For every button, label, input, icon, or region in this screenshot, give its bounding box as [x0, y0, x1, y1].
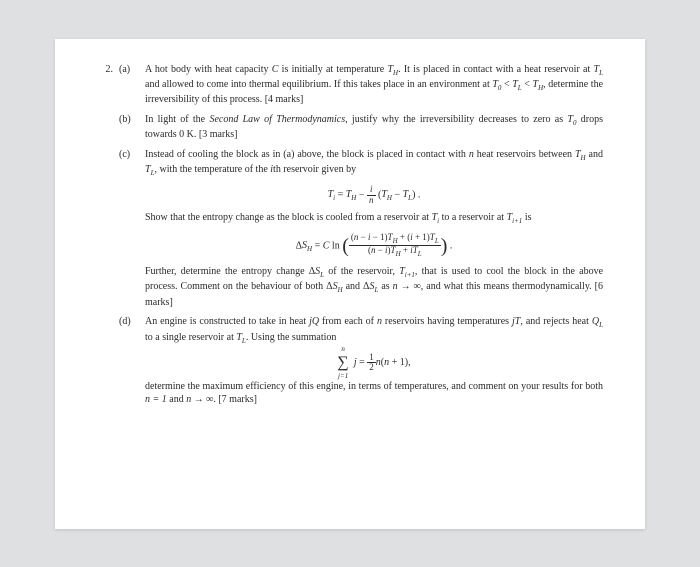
text: to a reservoir at	[439, 212, 506, 223]
equation-sum: ∑nj=1 j = 12n(n + 1),	[145, 352, 603, 374]
text: . It is placed in contact with a heat re…	[398, 64, 593, 75]
var-TH: TH	[387, 64, 398, 75]
case-ninf: n → ∞	[186, 394, 213, 405]
problem-2: 2. (a) A hot body with heat capacity C i…	[97, 63, 603, 413]
text: A hot body with heat capacity	[145, 64, 272, 75]
part-a: (a) A hot body with heat capacity C is i…	[119, 63, 603, 107]
text: and allowed to come into thermal equilib…	[145, 79, 492, 90]
text: An engine is constructed to take in heat	[145, 316, 309, 327]
text: determine the maximum efficiency of this…	[145, 381, 603, 392]
part-b: (b) In light of the Second Law of Thermo…	[119, 113, 603, 142]
text: heat reservoirs between	[474, 149, 575, 160]
part-d: (d) An engine is constructed to take in …	[119, 315, 603, 406]
limit: n → ∞	[393, 281, 421, 292]
page: 2. (a) A hot body with heat capacity C i…	[55, 39, 645, 529]
text: , and rejects heat	[520, 316, 591, 327]
var-TL: TL	[594, 64, 603, 75]
problem-number: 2.	[97, 63, 113, 413]
text: is initially at temperature	[278, 64, 387, 75]
var-jQ: jQ	[309, 316, 319, 327]
equation-Ti: Ti = TH − in (TH − TL) .	[145, 185, 603, 206]
text: th reservoir given by	[273, 164, 356, 175]
part-c-label: (c)	[119, 148, 139, 309]
text: from each of	[319, 316, 377, 327]
text: of the reservoir,	[324, 266, 399, 277]
part-a-body: A hot body with heat capacity C is initi…	[145, 63, 603, 107]
part-b-label: (b)	[119, 113, 139, 142]
text: In light of the	[145, 114, 209, 125]
text: reservoirs having temperatures	[382, 316, 512, 327]
part-a-label: (a)	[119, 63, 139, 107]
part-c-body: Instead of cooling the block as in (a) a…	[145, 148, 603, 309]
text: Instead of cooling the block as in (a) a…	[145, 149, 469, 160]
part-b-body: In light of the Second Law of Thermodyna…	[145, 113, 603, 142]
part-d-label: (d)	[119, 315, 139, 406]
parts-container: (a) A hot body with heat capacity C is i…	[119, 63, 603, 413]
text: . [7 marks]	[213, 394, 257, 405]
text: Further, determine the entropy change Δ	[145, 266, 315, 277]
part-d-body: An engine is constructed to take in heat…	[145, 315, 603, 406]
text: Show that the entropy change as the bloc…	[145, 212, 432, 223]
text: to a single reservoir at	[145, 332, 236, 343]
text: , justify why the irreversibility decrea…	[345, 114, 567, 125]
sigma-icon: ∑nj=1	[337, 352, 348, 374]
text: , with the temperature of the	[154, 164, 270, 175]
text: is	[522, 212, 531, 223]
part-c: (c) Instead of cooling the block as in (…	[119, 148, 603, 309]
text: and Δ	[343, 281, 370, 292]
text: as	[378, 281, 392, 292]
law-name: Second Law of Thermodynamics	[209, 114, 345, 125]
text: and	[586, 149, 603, 160]
var-T0: T0	[492, 79, 501, 90]
text: and	[167, 394, 186, 405]
case-n1: n = 1	[145, 394, 167, 405]
text: . Using the summation	[246, 332, 337, 343]
equation-dSH: ΔSH = C ln ( (n − i − 1)TH + (i + 1)TL (…	[145, 233, 603, 259]
